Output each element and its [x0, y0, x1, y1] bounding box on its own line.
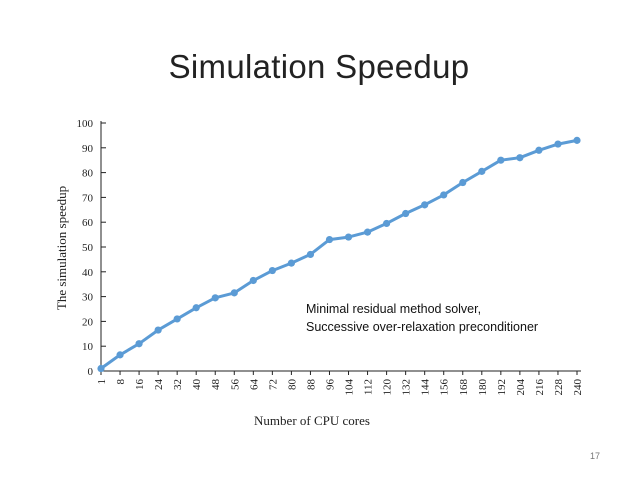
x-tick-label: 8: [115, 379, 127, 385]
data-point: [211, 294, 219, 302]
data-point: [516, 154, 524, 162]
data-point: [421, 201, 429, 209]
data-point: [268, 266, 276, 275]
x-tick-label: 80: [286, 379, 298, 391]
data-point: [306, 250, 315, 259]
x-tick-label: 204: [515, 379, 527, 396]
x-tick-label: 64: [248, 379, 260, 391]
data-point: [554, 140, 562, 148]
data-point: [116, 351, 124, 359]
data-point: [230, 289, 238, 297]
y-tick-label: 50: [82, 242, 94, 254]
data-point: [249, 276, 257, 285]
data-point: [497, 156, 505, 164]
data-point: [402, 209, 410, 218]
data-point: [363, 228, 372, 236]
x-axis-title: Number of CPU cores: [254, 413, 370, 428]
x-tick-label: 112: [363, 379, 375, 395]
data-point: [383, 219, 391, 228]
x-tick-label: 240: [572, 379, 584, 396]
y-tick-label: 40: [82, 267, 94, 279]
y-tick-label: 100: [77, 118, 94, 130]
x-tick-label: 144: [420, 379, 432, 396]
x-tick-label: 168: [458, 379, 470, 396]
data-point: [154, 326, 162, 334]
x-tick-label: 104: [344, 379, 356, 396]
x-axis-ticks: 1 8 16 24 32 40 48 56 64 72 80 88 96 104 112 120 132 144 1…: [96, 371, 584, 396]
data-point: [287, 259, 295, 267]
data-point: [459, 178, 467, 187]
data-point: [325, 235, 334, 244]
y-axis-ticks: 0 10 20 30 40 50 60 70 80 90 100: [77, 118, 106, 378]
x-tick-label: 120: [382, 379, 394, 396]
y-tick-label: 80: [82, 168, 94, 180]
x-tick-label: 48: [210, 379, 222, 391]
x-tick-label: 88: [305, 379, 317, 391]
data-point: [440, 191, 448, 199]
data-point: [535, 146, 543, 154]
x-tick-label: 96: [324, 379, 336, 391]
x-tick-label: 72: [267, 379, 279, 390]
y-tick-label: 10: [82, 341, 94, 353]
y-tick-label: 60: [82, 217, 94, 229]
y-tick-label: 0: [88, 366, 94, 378]
data-point: [192, 304, 200, 312]
x-tick-label: 16: [134, 379, 146, 391]
y-tick-label: 90: [82, 143, 94, 155]
slide-title: Simulation Speedup: [168, 48, 470, 85]
y-tick-label: 70: [82, 192, 94, 204]
x-tick-label: 56: [229, 379, 241, 391]
y-axis-title: The simulation speedup: [54, 186, 69, 310]
data-point: [478, 167, 486, 175]
x-tick-label: 1: [96, 379, 108, 385]
x-tick-label: 132: [401, 379, 413, 396]
page-number: 17: [589, 451, 600, 461]
x-tick-label: 32: [172, 379, 184, 390]
series-line: [100, 138, 578, 370]
annotation-line-2: Successive over-relaxation preconditione…: [306, 320, 538, 334]
x-tick-label: 192: [496, 379, 508, 396]
x-tick-label: 180: [477, 379, 489, 396]
x-tick-label: 216: [534, 379, 546, 396]
data-point: [97, 364, 105, 373]
y-tick-label: 20: [82, 316, 94, 328]
data-point: [173, 315, 181, 323]
data-point: [135, 340, 143, 348]
data-point: [344, 233, 353, 241]
x-tick-label: 24: [153, 379, 165, 391]
annotation-line-1: Minimal residual method solver,: [306, 302, 481, 316]
x-tick-label: 228: [553, 379, 565, 396]
data-point: [573, 136, 581, 144]
series-group: [97, 136, 581, 373]
y-tick-label: 30: [82, 292, 94, 304]
x-tick-label: 40: [191, 379, 203, 391]
x-tick-label: 156: [439, 379, 451, 396]
